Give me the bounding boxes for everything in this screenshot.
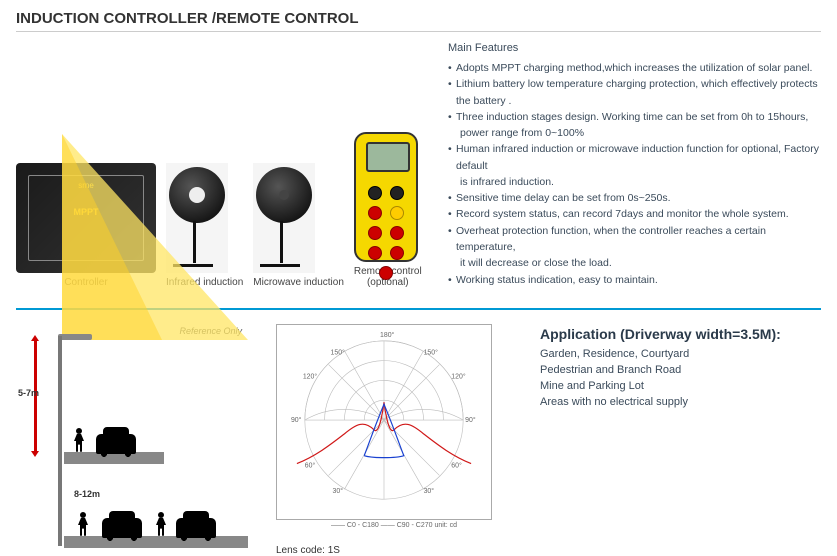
feature-line: Working status indication, easy to maint…	[448, 272, 821, 288]
application-line: Pedestrian and Branch Road	[540, 363, 821, 379]
svg-text:150°: 150°	[424, 348, 439, 356]
feature-line: Three induction stages design. Working t…	[448, 109, 821, 125]
application-list: Garden, Residence, CourtyardPedestrian a…	[540, 347, 821, 411]
svg-text:150°: 150°	[331, 348, 346, 356]
svg-text:120°: 120°	[303, 372, 318, 380]
features-title: Main Features	[448, 40, 821, 57]
application-line: Mine and Parking Lot	[540, 379, 821, 395]
feature-line: Adopts MPPT charging method,which increa…	[448, 60, 821, 76]
feature-line: Record system status, can record 7days a…	[448, 206, 821, 222]
svg-text:60°: 60°	[305, 461, 316, 469]
feature-line: Human infrared induction or microwave in…	[448, 141, 821, 174]
svg-text:90°: 90°	[291, 416, 302, 424]
microwave-image	[253, 163, 315, 273]
section-title: INDUCTION CONTROLLER /REMOTE CONTROL	[16, 10, 821, 32]
feature-line: Lithium battery low temperature charging…	[448, 76, 821, 109]
feature-line: Overheat protection function, when the c…	[448, 223, 821, 256]
svg-text:120°: 120°	[451, 372, 466, 380]
product-remote: Remote control (optional)	[354, 132, 422, 288]
feature-line: it will decrease or close the load.	[448, 255, 821, 271]
features-block: Main Features Adopts MPPT charging metho…	[448, 40, 821, 288]
application-title: Application (Driverway width=3.5M):	[540, 324, 821, 344]
dim-8-12m: 8-12m	[74, 489, 100, 499]
application-block: Application (Driverway width=3.5M): Gard…	[540, 324, 821, 556]
application-line: Areas with no electrical supply	[540, 395, 821, 411]
polar-legend: —— C0 - C180 —— C90 - C270 unit: cd	[276, 522, 512, 529]
feature-line: power range from 0~100%	[448, 125, 821, 141]
installation-diagram: Reference Only 5-7m 8-12m	[16, 324, 248, 556]
svg-text:30°: 30°	[424, 487, 435, 495]
polar-caption: Lens code: 1S	[276, 545, 512, 556]
svg-text:30°: 30°	[333, 487, 344, 495]
remote-image	[354, 132, 418, 262]
svg-text:180°: 180°	[380, 331, 395, 339]
svg-text:60°: 60°	[451, 461, 462, 469]
bottom-section: Reference Only 5-7m 8-12m	[0, 324, 837, 556]
feature-line: is infrared induction.	[448, 174, 821, 190]
dim-5-7m: 5-7m	[18, 388, 39, 398]
feature-line: Sensitive time delay can be set from 0s~…	[448, 190, 821, 206]
features-list: Adopts MPPT charging method,which increa…	[448, 60, 821, 288]
microwave-label: Microwave induction	[253, 277, 344, 288]
polar-chart: 180° 150° 150° 120° 120° 90° 90° 60° 60° 30°…	[276, 324, 512, 556]
application-line: Garden, Residence, Courtyard	[540, 347, 821, 363]
product-microwave: Microwave induction	[253, 163, 344, 288]
polar-plot: 180° 150° 150° 120° 120° 90° 90° 60° 60° 30°…	[276, 324, 492, 520]
svg-text:90°: 90°	[465, 416, 476, 424]
